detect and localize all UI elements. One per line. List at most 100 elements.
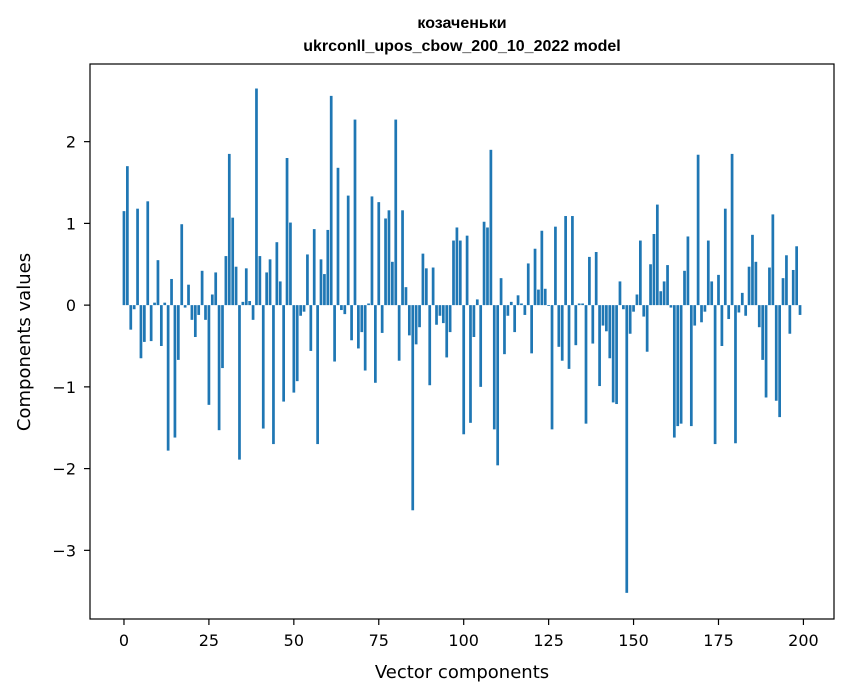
bar-37 xyxy=(248,301,252,306)
y-tick-label: −1 xyxy=(52,378,76,397)
bar-10 xyxy=(156,260,160,306)
bar-135 xyxy=(581,303,584,306)
bar-151 xyxy=(635,294,639,306)
bar-73 xyxy=(370,196,374,306)
bar-80 xyxy=(394,119,398,306)
bar-31 xyxy=(227,153,231,306)
bar-178 xyxy=(727,305,731,320)
bar-184 xyxy=(747,266,751,306)
x-tick-label: 0 xyxy=(119,631,129,650)
bar-188 xyxy=(761,305,765,360)
bar-186 xyxy=(754,261,758,306)
bar-161 xyxy=(669,305,673,308)
bar-191 xyxy=(771,214,775,306)
bar-17 xyxy=(180,224,184,306)
bar-46 xyxy=(278,281,282,306)
bar-88 xyxy=(421,253,425,306)
bar-91 xyxy=(431,267,435,306)
bar-38 xyxy=(251,305,255,320)
bar-100 xyxy=(462,305,466,435)
bar-9 xyxy=(153,302,156,306)
bar-42 xyxy=(265,272,269,306)
bar-61 xyxy=(329,95,333,306)
bar-155 xyxy=(649,264,652,306)
bar-69 xyxy=(357,305,360,349)
x-tick-label: 125 xyxy=(533,631,564,650)
bar-118 xyxy=(523,305,527,315)
bar-56 xyxy=(312,229,316,306)
bar-99 xyxy=(458,240,462,306)
bar-160 xyxy=(666,265,669,306)
bar-103 xyxy=(472,305,476,338)
bar-145 xyxy=(615,305,618,405)
bar-120 xyxy=(530,305,533,354)
bar-43 xyxy=(268,259,272,306)
bar-107 xyxy=(486,227,489,306)
bar-108 xyxy=(489,149,493,306)
bar-158 xyxy=(659,291,663,306)
bar-133 xyxy=(574,305,578,346)
bar-49 xyxy=(289,222,292,306)
bar-22 xyxy=(197,305,201,315)
bar-87 xyxy=(418,305,421,328)
bar-132 xyxy=(571,216,574,306)
bar-60 xyxy=(326,229,330,306)
bar-5 xyxy=(139,305,143,359)
bar-12 xyxy=(163,302,167,306)
bar-169 xyxy=(696,154,700,306)
bar-174 xyxy=(713,305,717,445)
bar-52 xyxy=(299,305,302,316)
bar-125 xyxy=(547,305,550,306)
bar-140 xyxy=(598,305,601,387)
bar-71 xyxy=(363,305,367,371)
bar-15 xyxy=(173,305,177,438)
bar-40 xyxy=(258,256,262,306)
bar-165 xyxy=(683,270,686,306)
bar-53 xyxy=(302,305,306,312)
bar-123 xyxy=(540,230,544,306)
bar-20 xyxy=(190,305,194,320)
bar-152 xyxy=(639,240,642,306)
bar-148 xyxy=(625,305,629,593)
bar-79 xyxy=(391,261,394,306)
bar-3 xyxy=(132,305,136,310)
bar-196 xyxy=(788,305,792,334)
bar-59 xyxy=(323,274,326,306)
bar-81 xyxy=(397,305,401,361)
bar-189 xyxy=(764,305,768,398)
bar-26 xyxy=(210,294,214,306)
plot-frame xyxy=(89,63,835,620)
y-tick-label: −3 xyxy=(52,541,76,560)
bar-33 xyxy=(234,266,238,306)
bar-163 xyxy=(676,305,680,427)
bar-64 xyxy=(340,305,343,311)
bar-35 xyxy=(241,301,245,306)
bar-138 xyxy=(591,305,595,344)
bar-47 xyxy=(282,305,285,402)
bar-172 xyxy=(706,240,710,306)
bar-113 xyxy=(506,305,510,316)
bar-137 xyxy=(588,256,591,306)
bar-167 xyxy=(689,305,693,427)
bar-192 xyxy=(774,305,778,401)
bar-85 xyxy=(411,305,415,511)
bar-32 xyxy=(231,217,235,306)
bar-147 xyxy=(622,305,625,310)
bar-156 xyxy=(652,234,656,306)
chart-subtitle: ukrconll_upos_cbow_200_10_2022 model xyxy=(303,38,620,55)
bar-7 xyxy=(146,201,150,306)
bar-127 xyxy=(554,226,557,306)
bar-4 xyxy=(136,208,139,306)
x-axis: 0 25 50 75 100 125 150 175 200 xyxy=(119,619,819,650)
bar-134 xyxy=(577,303,581,306)
bar-6 xyxy=(143,305,146,342)
bar-74 xyxy=(374,305,377,383)
bar-154 xyxy=(645,305,649,352)
bar-86 xyxy=(414,305,418,345)
bar-8 xyxy=(149,305,153,342)
bar-176 xyxy=(720,305,724,346)
bar-131 xyxy=(567,305,571,369)
bar-68 xyxy=(353,119,357,306)
y-axis-label: Components values xyxy=(14,253,35,431)
x-tick-label: 100 xyxy=(448,631,479,650)
